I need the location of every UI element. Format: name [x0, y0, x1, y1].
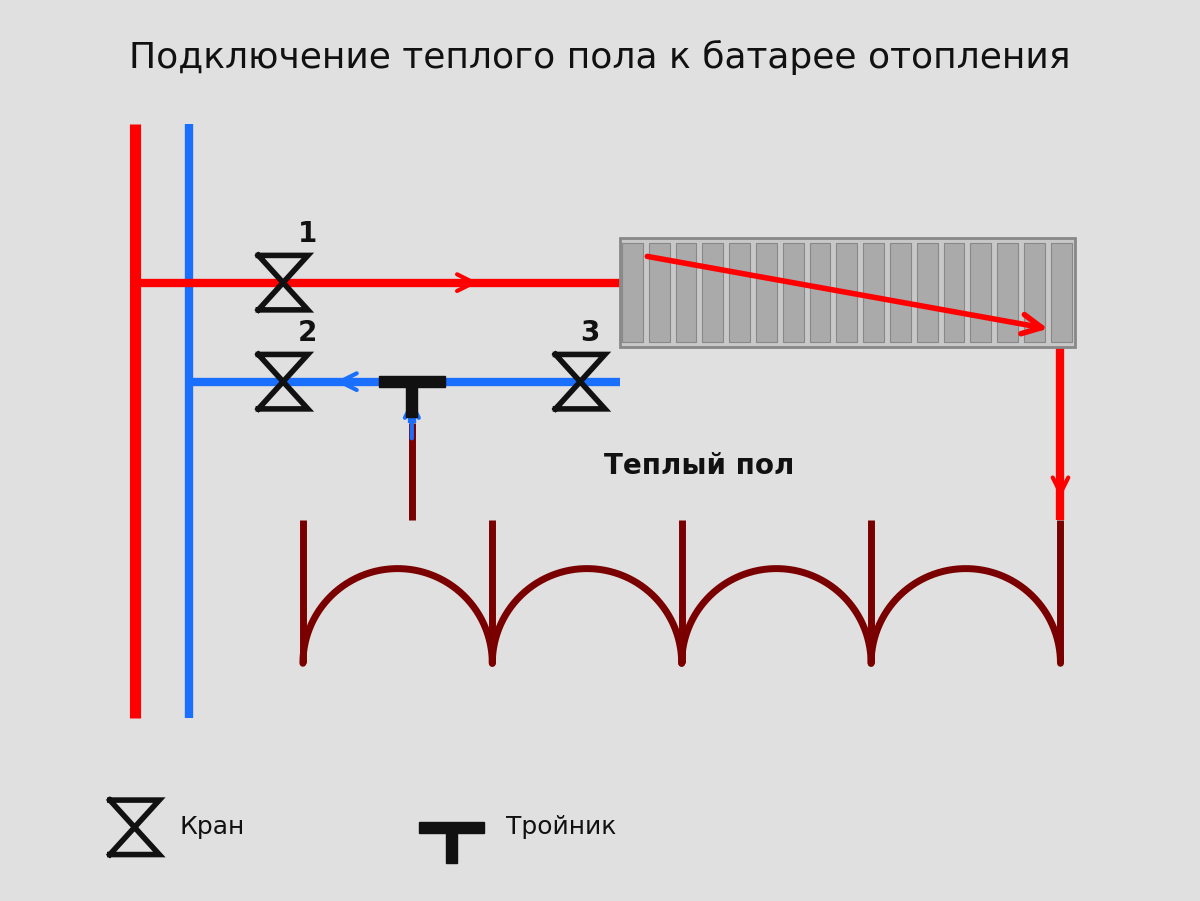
Bar: [379, 376, 444, 387]
Polygon shape: [556, 354, 605, 382]
Bar: [730, 243, 750, 342]
Bar: [836, 243, 857, 342]
Bar: [1051, 243, 1072, 342]
Bar: [971, 243, 991, 342]
Bar: [446, 833, 457, 862]
Polygon shape: [258, 382, 308, 409]
Text: Теплый пол: Теплый пол: [604, 451, 794, 480]
Bar: [810, 243, 830, 342]
Bar: [1024, 243, 1045, 342]
Bar: [782, 243, 804, 342]
Text: 2: 2: [298, 319, 317, 347]
Polygon shape: [258, 354, 308, 382]
Bar: [702, 243, 724, 342]
Bar: [622, 243, 643, 342]
Bar: [863, 243, 884, 342]
Text: 3: 3: [580, 319, 600, 347]
Bar: [649, 243, 670, 342]
Text: 1: 1: [298, 220, 317, 248]
Text: Кран: Кран: [179, 815, 245, 840]
Text: Подключение теплого пола к батарее отопления: Подключение теплого пола к батарее отопл…: [130, 40, 1070, 75]
Bar: [406, 387, 418, 417]
Polygon shape: [258, 283, 308, 310]
Polygon shape: [109, 800, 160, 827]
Polygon shape: [556, 382, 605, 409]
Bar: [620, 238, 1075, 347]
Bar: [756, 243, 776, 342]
Bar: [917, 243, 937, 342]
Bar: [943, 243, 965, 342]
Bar: [890, 243, 911, 342]
Text: Тройник: Тройник: [506, 815, 617, 840]
Bar: [676, 243, 696, 342]
Polygon shape: [109, 827, 160, 854]
Bar: [997, 243, 1018, 342]
Bar: [419, 822, 484, 833]
Polygon shape: [258, 255, 308, 283]
